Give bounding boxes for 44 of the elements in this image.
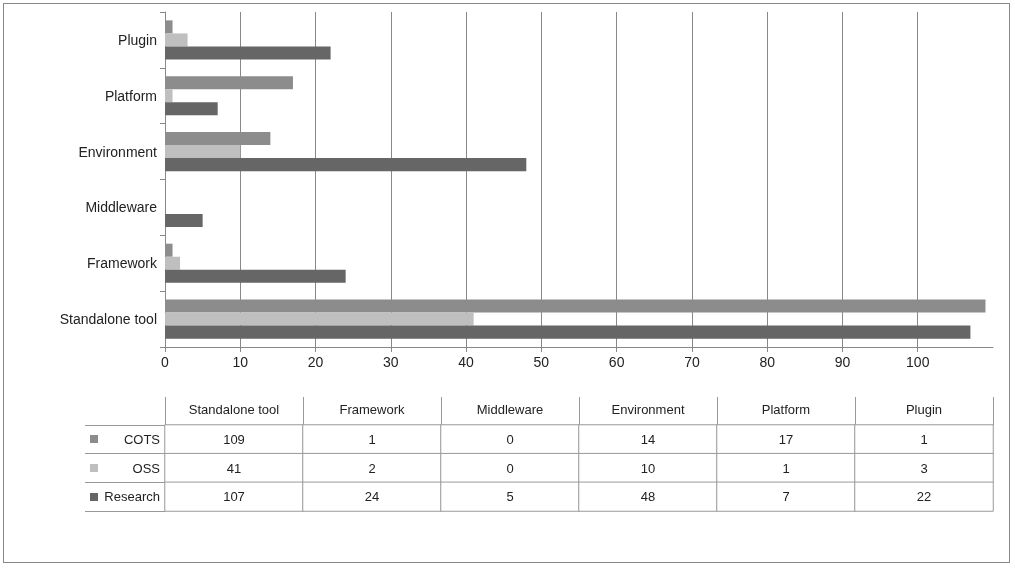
y-tick-label: Middleware xyxy=(85,199,158,216)
y-tick-label: Standalone tool xyxy=(59,311,157,328)
x-tick-label: 20 xyxy=(307,354,324,370)
data-label: 1 xyxy=(920,431,928,447)
data-label: 0 xyxy=(506,431,514,447)
x-tick-label: Environment xyxy=(611,402,685,417)
data-label: 24 xyxy=(364,489,380,505)
data-label: 41 xyxy=(226,460,242,476)
x-tick-label: 90 xyxy=(834,354,851,370)
data-label: 22 xyxy=(916,489,932,505)
x-tick-label: 100 xyxy=(906,354,930,370)
x-tick-label: 0 xyxy=(161,354,170,370)
y-tick-label: Environment xyxy=(78,143,158,160)
x-tick-label: Platform xyxy=(761,402,811,417)
data-label: 14 xyxy=(640,431,656,447)
y-tick-label: COTS xyxy=(123,431,161,447)
x-tick-label: Framework xyxy=(339,402,405,417)
data-label: 48 xyxy=(640,489,656,505)
x-tick-label: Middleware xyxy=(476,402,544,417)
y-tick-label: Plugin xyxy=(118,31,157,48)
data-label: 0 xyxy=(506,460,514,476)
data-label: 5 xyxy=(506,489,514,505)
data-label: 2 xyxy=(368,460,376,476)
data-label: 3 xyxy=(920,460,928,476)
x-tick-label: Standalone tool xyxy=(188,402,280,417)
data-label: 10 xyxy=(640,460,656,476)
x-tick-label: 70 xyxy=(684,354,700,370)
x-tick-label: 40 xyxy=(458,354,475,370)
x-tick-label: Plugin xyxy=(905,402,943,417)
y-tick-label: OSS xyxy=(132,460,161,476)
x-tick-label: 80 xyxy=(759,354,776,370)
x-tick-label: 10 xyxy=(232,354,249,370)
data-label: 17 xyxy=(778,431,794,447)
data-label: 109 xyxy=(223,431,245,447)
data-label: 7 xyxy=(782,489,790,505)
x-tick-label: 60 xyxy=(608,354,625,370)
data-label: 107 xyxy=(223,489,245,505)
y-tick-label: Platform xyxy=(104,87,157,104)
x-tick-label: 30 xyxy=(383,354,399,370)
x-tick-label: 50 xyxy=(533,354,550,370)
data-label: 1 xyxy=(782,460,790,476)
y-tick-label: Research xyxy=(104,489,160,505)
data-label: 1 xyxy=(368,431,376,447)
y-tick-label: Framework xyxy=(86,255,158,272)
